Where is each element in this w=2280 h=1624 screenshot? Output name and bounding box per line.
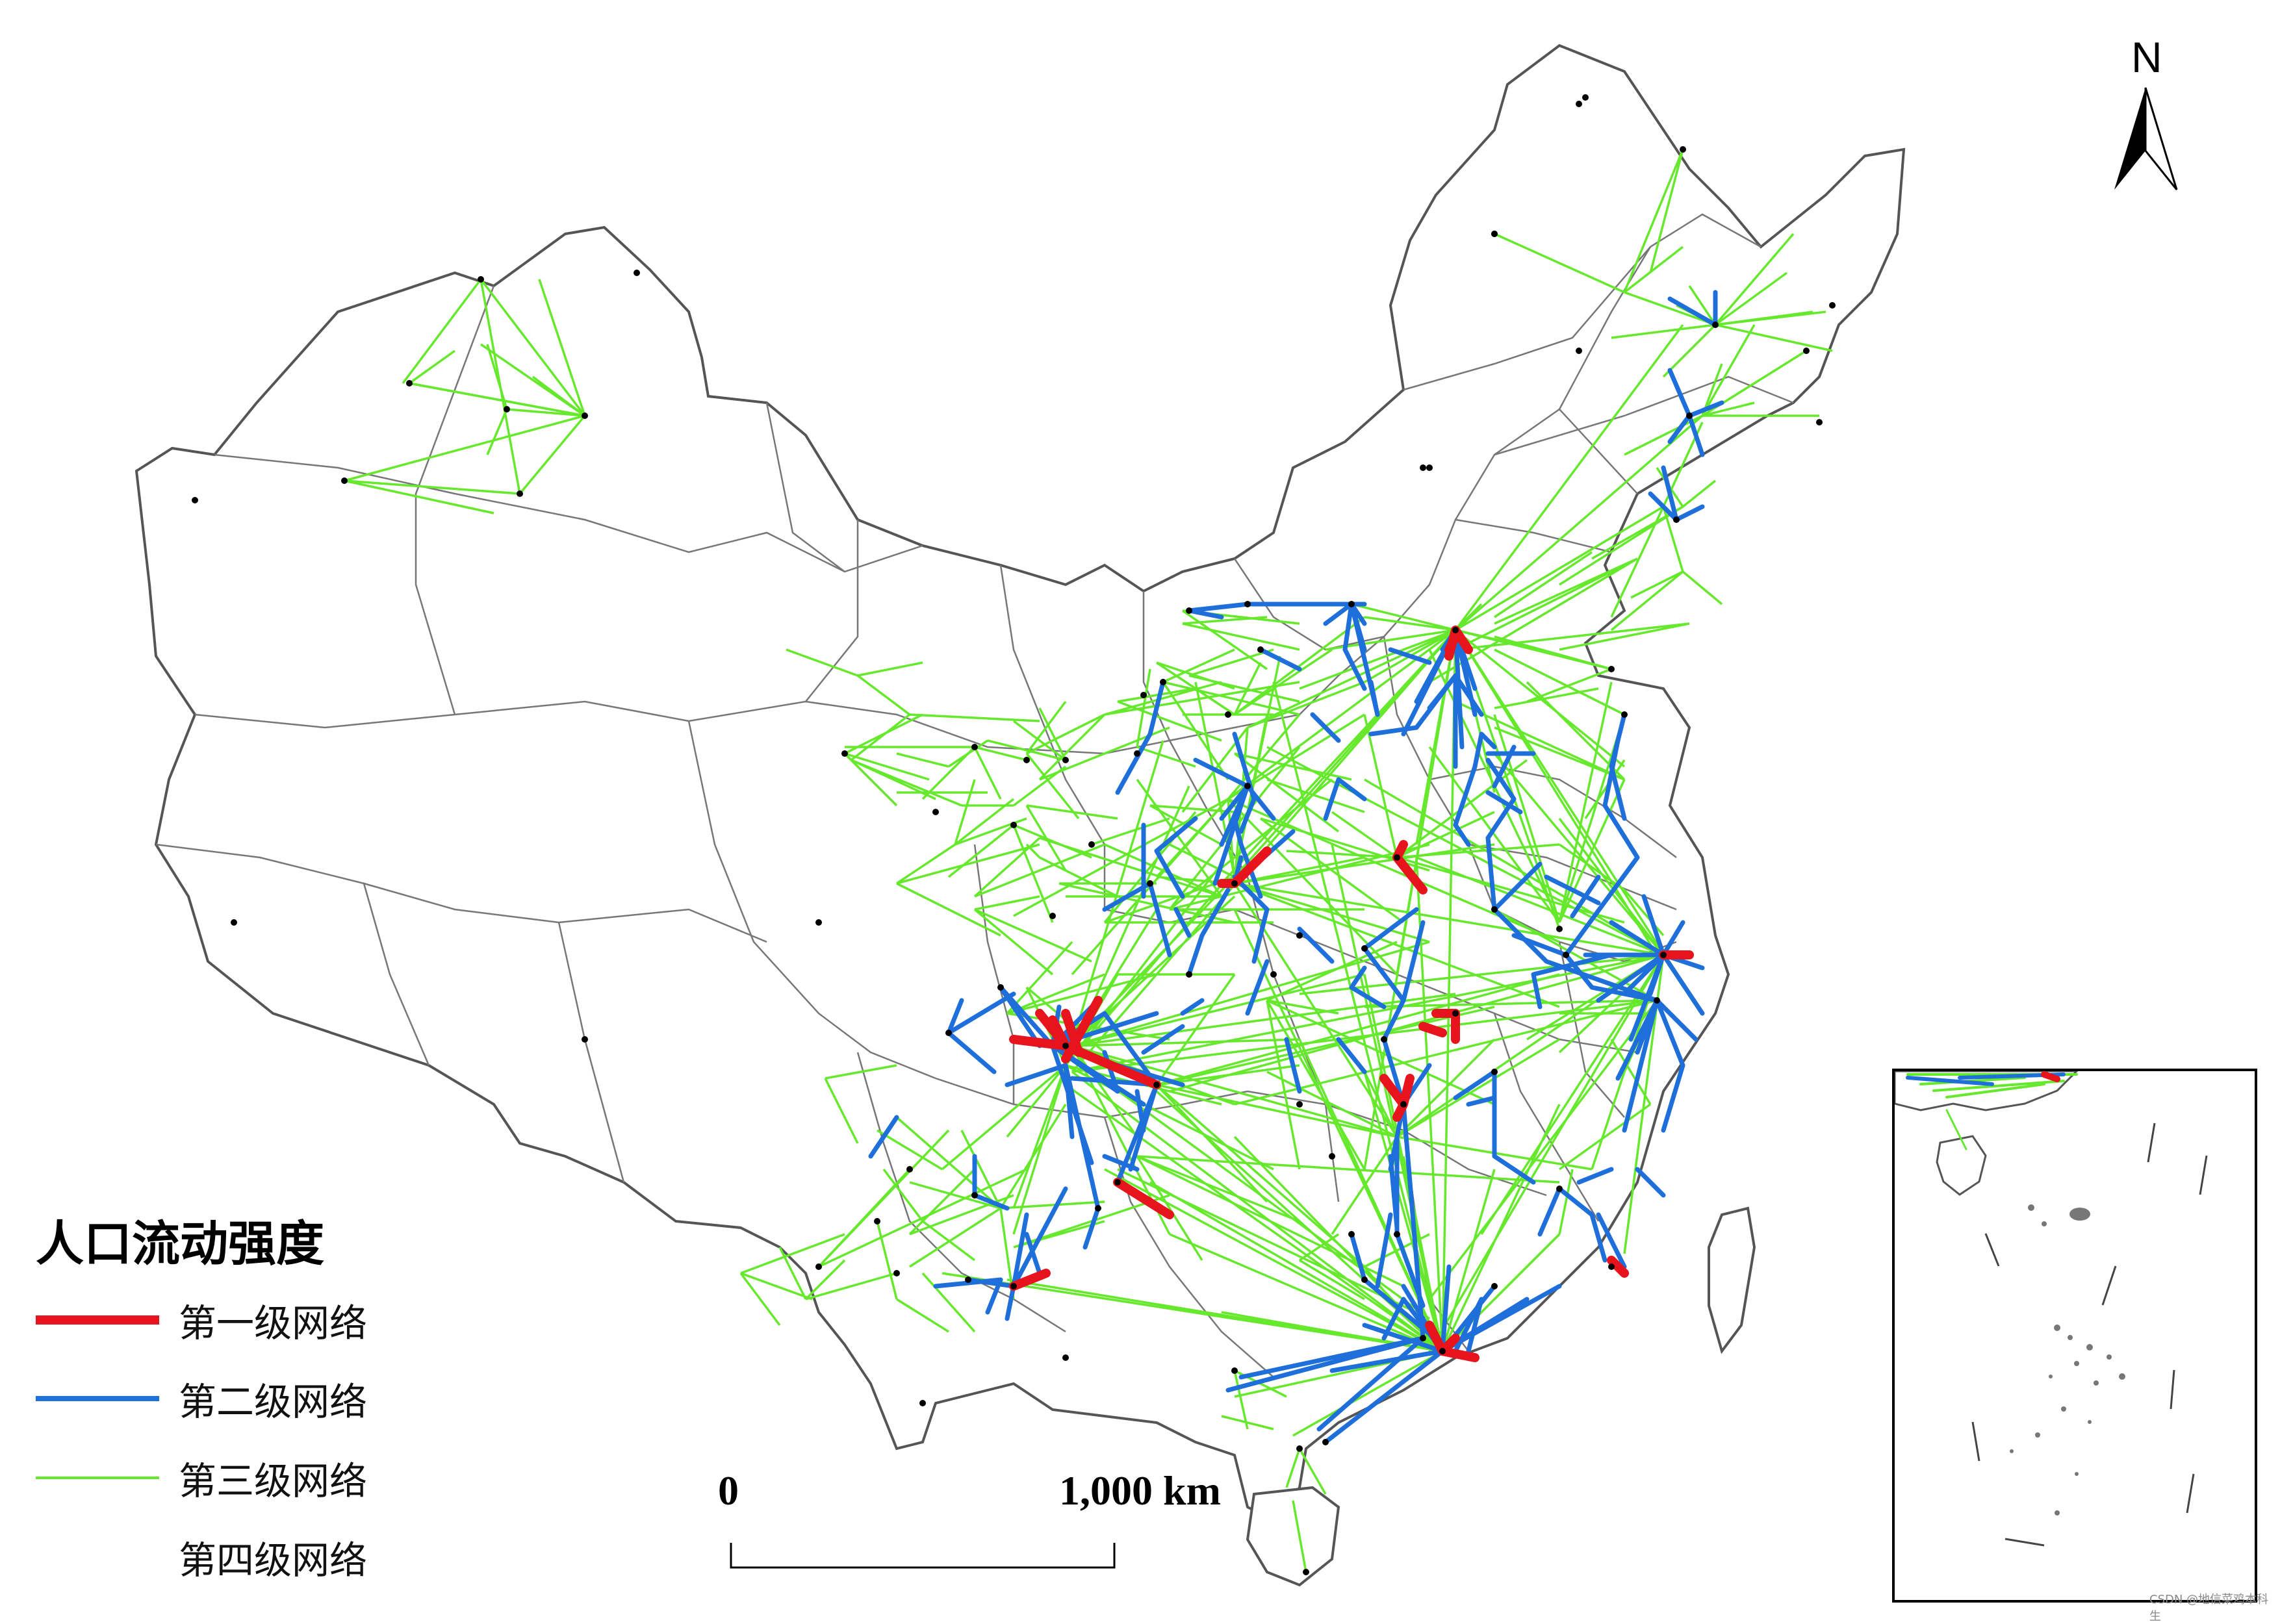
legend-label-level3: 第三级网络: [179, 1459, 368, 1503]
hainan-island: [1246, 1486, 1340, 1587]
scale-end-label: 1,000 km: [1059, 1467, 1221, 1514]
legend-label-level2: 第二级网络: [179, 1380, 368, 1424]
credit-watermark: CSDN @地信菜鸡本科生: [2149, 1593, 2269, 1623]
scale-bar: [730, 1543, 1116, 1569]
inset-nine-dash-line: [1971, 1123, 2208, 1547]
inset-map: [1895, 1071, 2208, 1547]
legend-label-level1: 第一级网络: [179, 1301, 368, 1345]
inset-network: [1906, 1071, 2078, 1150]
south-china-sea-inset: [1892, 1069, 2257, 1603]
legend-item-level1: 第一级网络: [36, 1291, 367, 1349]
inset-hainan: [1936, 1135, 1987, 1196]
north-arrow-icon: [2114, 87, 2178, 190]
taiwan-island: [1708, 1206, 1756, 1354]
inset-islands: [2010, 1204, 2125, 1516]
north-label: N: [2131, 33, 2162, 81]
level1-network: [1009, 626, 1694, 1362]
city-nodes: [192, 94, 1836, 1575]
legend-label-level4: 第四级网络: [179, 1538, 368, 1582]
scale-zero-label: 0: [718, 1467, 739, 1514]
legend-title: 人口流动强度: [36, 1216, 324, 1272]
legend-item-level4: 第四级网络: [36, 1528, 367, 1586]
legend-item-level3: 第三级网络: [36, 1449, 367, 1507]
legend-item-level2: 第二级网络: [36, 1369, 367, 1428]
